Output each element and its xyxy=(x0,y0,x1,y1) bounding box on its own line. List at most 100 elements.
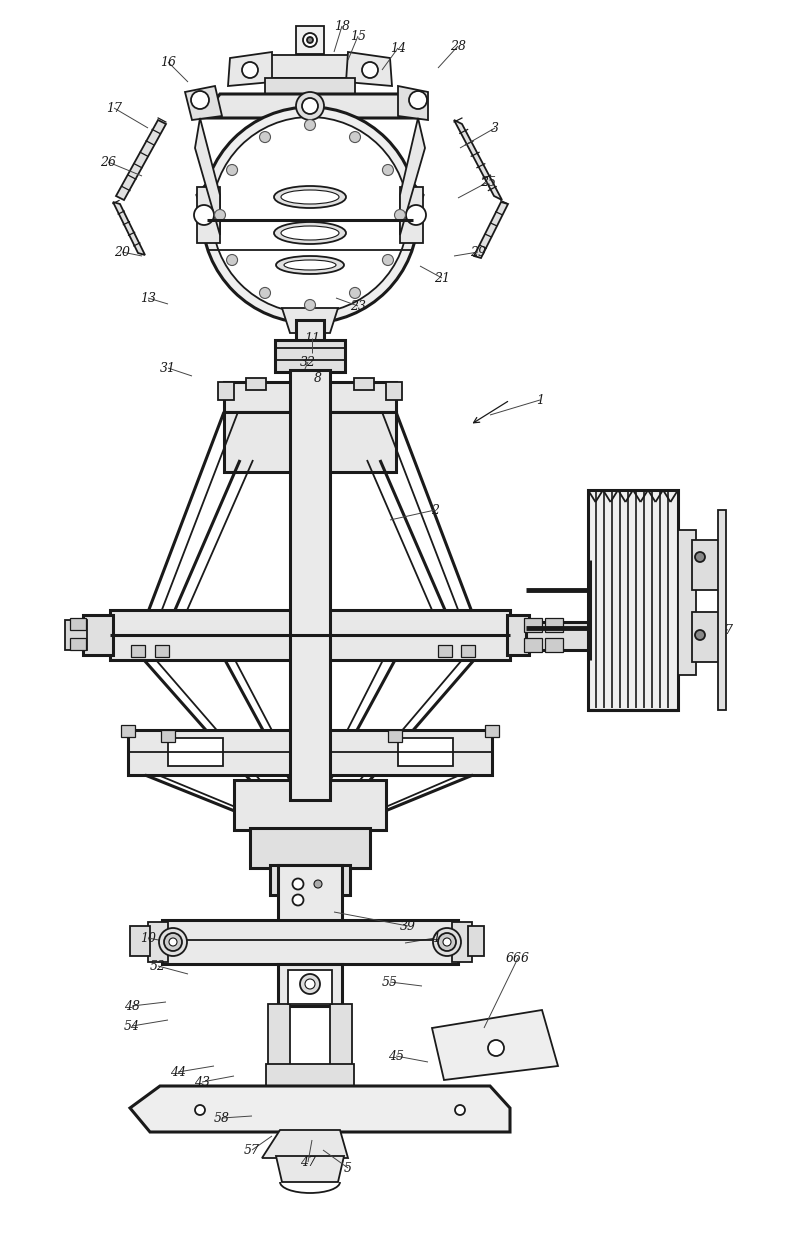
Polygon shape xyxy=(400,118,425,235)
Text: 55: 55 xyxy=(382,975,398,989)
Polygon shape xyxy=(400,187,423,243)
Circle shape xyxy=(305,979,315,989)
Circle shape xyxy=(350,288,361,298)
Bar xyxy=(266,1064,354,1086)
Bar xyxy=(161,730,175,742)
Bar xyxy=(296,320,324,385)
Bar xyxy=(461,645,475,656)
Text: 2: 2 xyxy=(431,504,439,516)
Polygon shape xyxy=(454,120,502,200)
Text: 17: 17 xyxy=(106,102,122,114)
Text: 8: 8 xyxy=(314,371,322,385)
Ellipse shape xyxy=(281,190,339,204)
Text: 7: 7 xyxy=(724,623,732,637)
Text: 39: 39 xyxy=(400,920,416,932)
Text: 16: 16 xyxy=(160,56,176,68)
Bar xyxy=(524,638,542,652)
Bar xyxy=(70,638,86,650)
Bar xyxy=(162,920,458,964)
Bar xyxy=(588,490,678,710)
Bar xyxy=(218,382,234,400)
Polygon shape xyxy=(130,1086,510,1132)
Circle shape xyxy=(212,117,408,313)
Bar xyxy=(468,926,484,956)
Bar xyxy=(524,618,542,632)
Bar xyxy=(692,540,720,589)
Polygon shape xyxy=(398,86,428,120)
Circle shape xyxy=(438,933,456,951)
Bar xyxy=(110,611,510,660)
Circle shape xyxy=(307,37,313,43)
Bar xyxy=(83,616,113,655)
Circle shape xyxy=(159,928,187,956)
Text: 1: 1 xyxy=(536,393,544,407)
Bar xyxy=(354,379,374,390)
Bar xyxy=(398,738,453,766)
Bar xyxy=(121,725,135,737)
Ellipse shape xyxy=(276,256,344,274)
Bar xyxy=(452,922,472,962)
Polygon shape xyxy=(320,1106,344,1132)
Text: 13: 13 xyxy=(140,292,156,304)
Text: 23: 23 xyxy=(350,299,366,313)
Circle shape xyxy=(293,895,303,906)
Text: 45: 45 xyxy=(388,1050,404,1062)
Text: 20: 20 xyxy=(114,246,130,258)
Text: 15: 15 xyxy=(350,30,366,42)
Circle shape xyxy=(169,938,177,946)
Text: 32: 32 xyxy=(300,355,316,369)
Circle shape xyxy=(314,880,322,889)
Text: 5: 5 xyxy=(344,1162,352,1174)
Circle shape xyxy=(443,938,451,946)
Text: 11: 11 xyxy=(304,331,320,345)
Circle shape xyxy=(455,1104,465,1114)
Bar xyxy=(268,1004,290,1066)
Bar xyxy=(70,618,86,630)
Circle shape xyxy=(300,974,320,994)
Polygon shape xyxy=(262,1131,348,1158)
Polygon shape xyxy=(432,1010,558,1080)
Circle shape xyxy=(164,933,182,951)
Circle shape xyxy=(302,98,318,114)
Polygon shape xyxy=(346,52,392,86)
Circle shape xyxy=(695,630,705,640)
Circle shape xyxy=(191,91,209,109)
Bar xyxy=(545,638,563,652)
Bar xyxy=(718,510,726,710)
Bar xyxy=(296,26,324,55)
Bar xyxy=(526,622,591,650)
Polygon shape xyxy=(276,1157,344,1181)
Circle shape xyxy=(259,132,270,143)
Circle shape xyxy=(293,879,303,890)
Text: 666: 666 xyxy=(506,952,530,964)
Bar xyxy=(131,645,145,656)
Text: 14: 14 xyxy=(390,41,406,55)
Bar xyxy=(246,379,266,390)
Circle shape xyxy=(433,928,461,956)
Circle shape xyxy=(406,205,426,225)
Polygon shape xyxy=(113,202,145,254)
Polygon shape xyxy=(116,120,166,200)
Bar xyxy=(485,725,499,737)
Polygon shape xyxy=(202,94,418,118)
Circle shape xyxy=(303,34,317,47)
Circle shape xyxy=(409,91,427,109)
Bar xyxy=(250,828,370,867)
Polygon shape xyxy=(195,118,220,235)
Bar xyxy=(128,730,492,774)
Bar xyxy=(265,78,355,94)
Bar xyxy=(507,616,529,655)
Text: 28: 28 xyxy=(450,40,466,52)
Text: 57: 57 xyxy=(244,1143,260,1157)
Text: 47: 47 xyxy=(300,1155,316,1169)
Text: 4: 4 xyxy=(431,932,439,944)
Bar xyxy=(148,922,168,962)
Circle shape xyxy=(362,62,378,78)
Circle shape xyxy=(296,92,324,120)
Text: 52: 52 xyxy=(150,959,166,973)
Bar xyxy=(275,340,345,372)
Ellipse shape xyxy=(274,222,346,244)
Text: 21: 21 xyxy=(434,272,450,284)
Bar xyxy=(388,730,402,742)
Text: 25: 25 xyxy=(480,175,496,189)
